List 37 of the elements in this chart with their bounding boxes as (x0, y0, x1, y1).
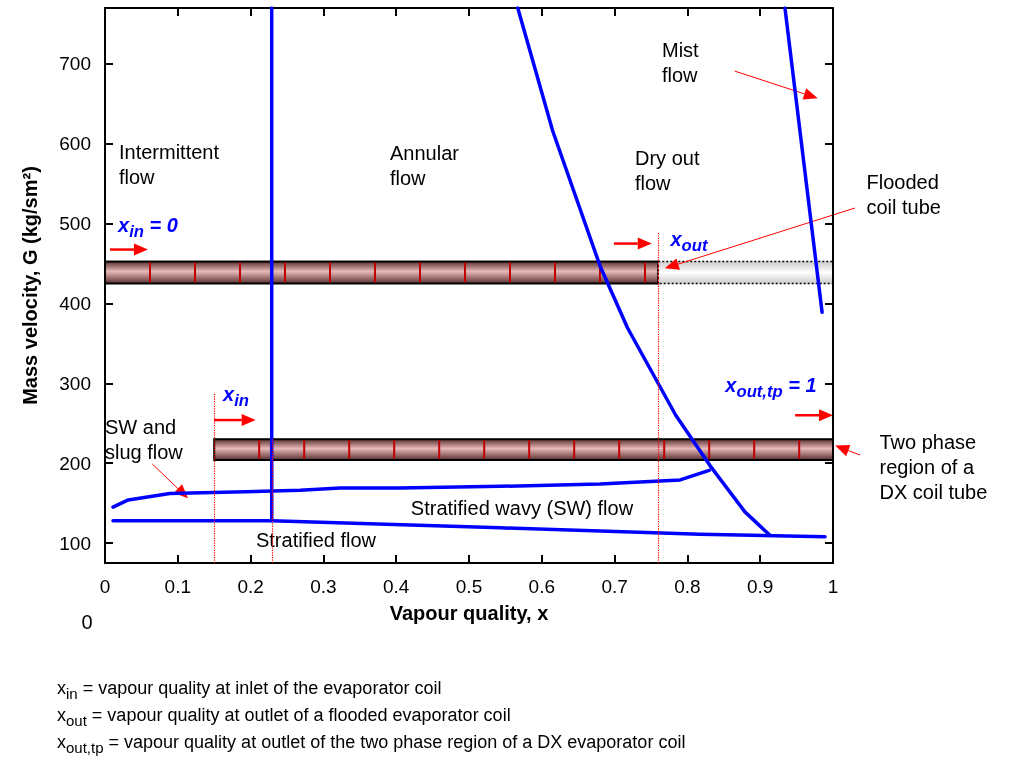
annotation: Intermittent flow (119, 140, 221, 190)
y-axis-title: Mass velocity, G (kg/sm²) (19, 166, 41, 405)
annotation: Dry out flow (635, 146, 701, 196)
x-tick-label: 0.3 (310, 576, 337, 597)
annotation: x$_{in}$ (223, 382, 249, 412)
x-tick-label: 0.7 (601, 576, 628, 597)
annotation: Stratified flow (255, 527, 377, 553)
text: 0 (81, 609, 93, 635)
x-tick-label: 0.2 (237, 576, 264, 597)
annotation: Annular flow (390, 141, 460, 191)
annotation: Stratified wavy (SW) flow (410, 495, 634, 521)
x-tick-label: 0 (99, 576, 111, 597)
annotation: SW and slug flow (105, 415, 184, 465)
text: x$_{in}$ = vapour quality at inlet of the evaporator coil (57, 676, 442, 704)
x-tick-label: 0.1 (164, 576, 192, 597)
x-tick-label: 0.8 (674, 576, 701, 597)
annotation: x$_{out,tp}$ = 1 (725, 373, 817, 403)
y-tick-label: 500 (59, 213, 91, 235)
y-tick-label: 700 (59, 53, 91, 75)
x-axis-title: Vapour quality, x (389, 602, 549, 624)
y-tick-label: 600 (59, 133, 91, 155)
text: x$_{out,tp}$ = vapour quality at outlet of the two phase region of a DX evaporator coil (57, 730, 686, 758)
x-tick-label: 1 (827, 576, 839, 597)
x-tick-label: 0.9 (746, 576, 774, 597)
x-tick-label: 0.6 (528, 576, 556, 597)
annotation: x$_{in}$ = 0 (118, 213, 178, 243)
y-tick-label: 200 (59, 452, 91, 474)
x-tick-label: 0.5 (455, 576, 483, 597)
y-tick-label: 300 (59, 372, 91, 394)
y-tick-label: 100 (59, 532, 91, 554)
text: x$_{out}$ = vapour quality at outlet of a flooded evaporator coil (57, 703, 511, 731)
annotation: Mist flow (662, 38, 700, 88)
text: Two phase region of a DX coil tube (879, 429, 989, 505)
x-tick-label: 0.4 (382, 576, 410, 597)
text: Flooded coil tube (866, 170, 942, 220)
annotation: x$_{out}$ (670, 227, 708, 257)
y-tick-label: 400 (59, 292, 91, 314)
